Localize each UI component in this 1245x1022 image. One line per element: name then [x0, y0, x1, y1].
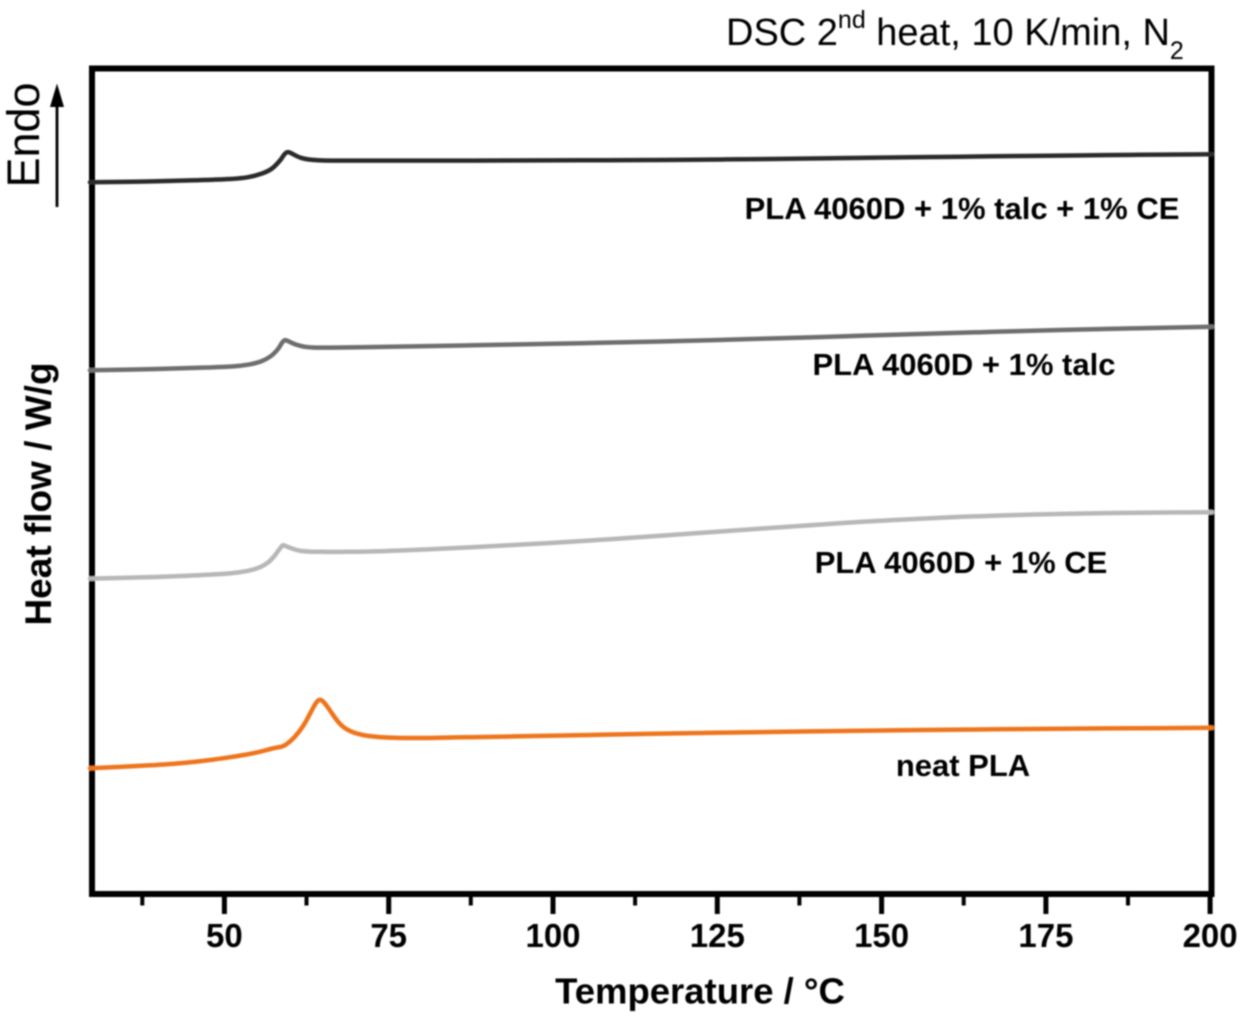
svg-text:50: 50 — [206, 917, 243, 954]
svg-text:75: 75 — [370, 917, 407, 954]
svg-text:PLA 4060D + 1% talc: PLA 4060D + 1% talc — [813, 347, 1116, 382]
svg-text:100: 100 — [525, 917, 580, 954]
svg-text:neat PLA: neat PLA — [896, 748, 1030, 783]
svg-text:PLA 4060D + 1% CE: PLA 4060D + 1% CE — [815, 545, 1108, 580]
svg-text:PLA 4060D + 1% talc + 1% CE: PLA 4060D + 1% talc + 1% CE — [745, 191, 1180, 226]
svg-text:200: 200 — [1183, 917, 1238, 954]
svg-text:Endo: Endo — [0, 82, 49, 187]
svg-text:175: 175 — [1018, 917, 1073, 954]
svg-text:150: 150 — [854, 917, 909, 954]
svg-text:125: 125 — [690, 917, 745, 954]
svg-text:Temperature / °C: Temperature / °C — [555, 971, 845, 1012]
svg-text:Heat flow / W/g: Heat flow / W/g — [18, 362, 59, 625]
